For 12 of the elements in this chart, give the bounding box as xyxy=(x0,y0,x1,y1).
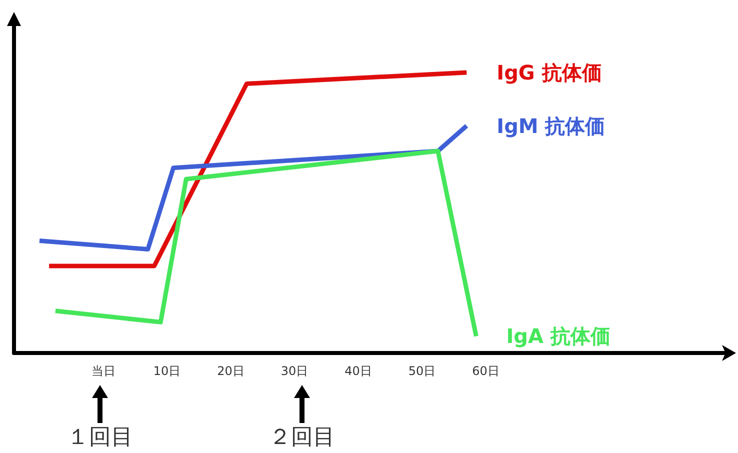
series-label: IgA 抗体価 xyxy=(506,324,610,348)
x-tick-label: 当日 xyxy=(91,364,116,378)
text: １回目 xyxy=(67,425,133,450)
series-label: IgG 抗体価 xyxy=(496,60,602,84)
x-tick-label: 50日 xyxy=(408,364,436,378)
x-tick-label: 60日 xyxy=(472,364,500,378)
x-tick-label: 40日 xyxy=(344,364,372,378)
text: ２回目 xyxy=(269,425,335,450)
x-tick-label: 20日 xyxy=(217,364,244,378)
x-tick-label: 30日 xyxy=(280,364,308,378)
series-label: IgM 抗体価 xyxy=(496,114,606,138)
x-tick-label: 10日 xyxy=(153,364,181,378)
